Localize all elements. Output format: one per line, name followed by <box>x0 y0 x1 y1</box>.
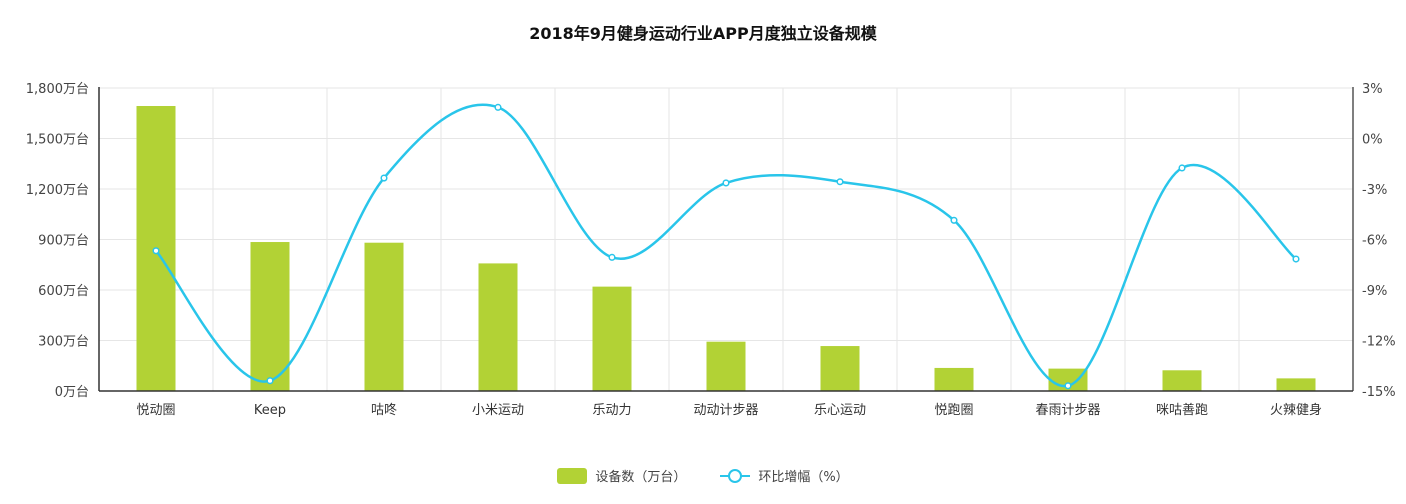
axes <box>98 87 1354 392</box>
legend-line-marker-icon <box>720 468 751 483</box>
x-tick-label: 咪咕善跑 <box>1156 402 1208 418</box>
bar <box>934 367 974 391</box>
line-point <box>1292 255 1300 263</box>
right-tick-label: -12% <box>1362 335 1396 350</box>
x-tick-label: Keep <box>254 403 286 418</box>
left-tick-label: 600万台 <box>38 284 89 299</box>
right-tick-label: 3% <box>1362 82 1383 97</box>
left-tick-label: 1,200万台 <box>26 183 89 198</box>
line-point <box>380 174 388 182</box>
x-tick-label: 悦动圈 <box>136 403 175 418</box>
left-tick-label: 1,500万台 <box>26 133 89 148</box>
axis-labels: 0万台 300万台 600万台 900万台 1,200万台 1,500万台 1,800万台 -… <box>26 82 1396 418</box>
legend-label-devices: 设备数（万台） <box>595 470 687 485</box>
line-point <box>494 103 502 111</box>
bar <box>706 341 746 391</box>
x-tick-label: 乐动力 <box>592 403 631 418</box>
line-point <box>1178 164 1186 172</box>
left-tick-label: 1,800万台 <box>26 82 89 97</box>
line-point <box>608 253 616 261</box>
line-point <box>950 216 958 224</box>
bar <box>820 346 860 391</box>
right-tick-label: -3% <box>1362 183 1387 198</box>
legend: 设备数（万台） 环比增幅（%） <box>0 466 1406 485</box>
x-tick-label: 悦跑圈 <box>934 403 973 418</box>
right-tick-label: 0% <box>1362 133 1383 148</box>
right-tick-label: -15% <box>1362 385 1396 400</box>
legend-item-devices[interactable]: 设备数（万台） <box>557 466 686 485</box>
x-tick-label: 春雨计步器 <box>1035 403 1100 418</box>
legend-item-growth[interactable]: 环比增幅（%） <box>720 466 849 485</box>
bar-series <box>136 106 1316 392</box>
left-tick-label: 900万台 <box>38 234 89 249</box>
left-tick-label: 0万台 <box>55 385 89 400</box>
x-tick-label: 火辣健身 <box>1270 402 1322 418</box>
line-point <box>266 377 274 385</box>
x-tick-label: 乐心运动 <box>814 403 866 418</box>
bar <box>592 286 632 391</box>
bar <box>1162 370 1202 391</box>
grid <box>99 87 1353 391</box>
left-tick-label: 300万台 <box>38 335 89 350</box>
line-point <box>152 247 160 255</box>
bar <box>364 242 404 391</box>
legend-bar-swatch-icon <box>557 467 588 484</box>
bar <box>250 242 290 391</box>
right-tick-label: -6% <box>1362 234 1387 249</box>
chart-title: 2018年9月健身运动行业APP月度独立设备规模 <box>529 24 877 43</box>
legend-label-growth: 环比增幅（%） <box>758 470 849 485</box>
bar <box>478 263 518 391</box>
line-point <box>722 179 730 187</box>
x-tick-label: 动动计步器 <box>693 403 758 418</box>
line-point <box>836 178 844 186</box>
right-tick-label: -9% <box>1362 284 1387 299</box>
bar <box>1276 378 1316 391</box>
line-point <box>1064 382 1072 390</box>
x-tick-label: 咕咚 <box>371 402 397 418</box>
line-series <box>152 103 1300 390</box>
x-tick-label: 小米运动 <box>472 403 524 418</box>
